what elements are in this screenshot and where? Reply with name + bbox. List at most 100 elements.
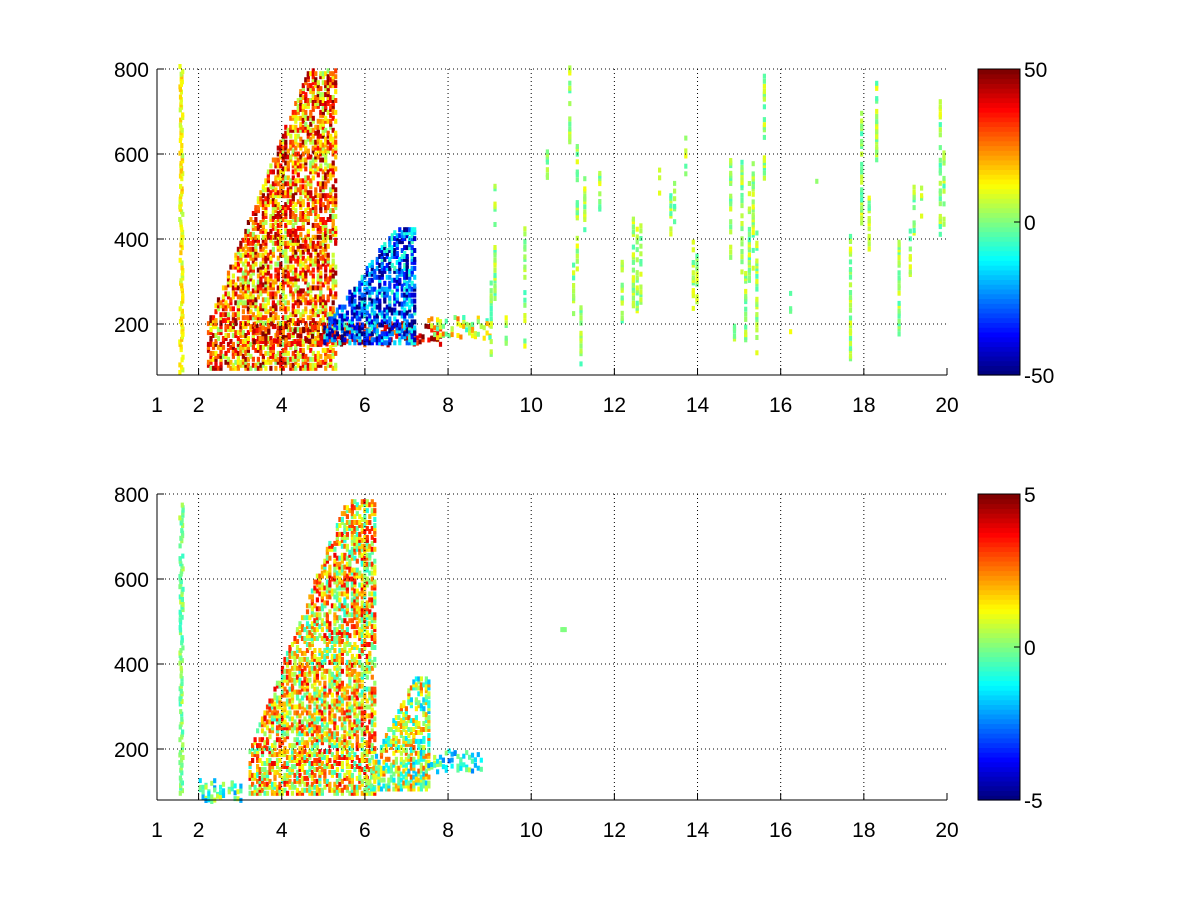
heatmap-cell [321, 175, 325, 181]
heatmap-cell [298, 719, 302, 725]
heatmap-cell [388, 268, 392, 274]
heatmap-cell [348, 710, 352, 716]
heatmap-cell [300, 624, 305, 630]
heatmap-cell [291, 333, 295, 338]
heatmap-cell [398, 262, 402, 268]
heatmap-cell [226, 347, 231, 353]
heatmap-cell [264, 240, 268, 246]
colorbar-segment [978, 174, 1020, 180]
heatmap-cell [383, 295, 387, 301]
heatmap-cell [309, 163, 313, 169]
heatmap-cell [579, 310, 583, 316]
heatmap-cell [309, 139, 313, 145]
heatmap-cell [299, 187, 303, 193]
heatmap-cell [266, 187, 270, 193]
heatmap-cell [328, 683, 332, 689]
heatmap-cell [304, 208, 308, 214]
heatmap-cell [747, 181, 751, 186]
heatmap-cell [319, 148, 323, 154]
heatmap-cell [323, 707, 327, 713]
heatmap-cell [281, 270, 285, 276]
heatmap-cell [875, 129, 879, 135]
heatmap-cell [383, 289, 387, 295]
heatmap-cell [206, 347, 211, 353]
heatmap-cell [290, 704, 295, 710]
heatmap-cell [296, 109, 300, 115]
heatmap-cell [398, 340, 402, 346]
heatmap-cell [299, 196, 303, 202]
heatmap-cell [319, 340, 323, 346]
heatmap-cell [303, 755, 307, 760]
heatmap-cell [358, 295, 362, 301]
heatmap-cell [310, 695, 314, 701]
heatmap-cell [241, 300, 245, 306]
colorbar-segment [978, 188, 1020, 194]
heatmap-cell [375, 304, 379, 310]
heatmap-cell [350, 546, 354, 552]
heatmap-cell [320, 769, 324, 775]
heatmap-cell [306, 154, 310, 160]
heatmap-cell [268, 701, 272, 707]
heatmap-cell [747, 244, 751, 250]
heatmap-cell [305, 683, 310, 689]
heatmap-cell [248, 775, 252, 781]
heatmap-cell [365, 337, 369, 343]
heatmap-cell [310, 713, 314, 719]
heatmap-cell [348, 713, 352, 719]
heatmap-cell [311, 303, 315, 309]
heatmap-cell [348, 549, 352, 555]
heatmap-cell [370, 322, 374, 328]
heatmap-cell [311, 86, 315, 92]
heatmap-cell [249, 255, 253, 261]
heatmap-cell [310, 772, 314, 778]
heatmap-cell [301, 222, 305, 228]
heatmap-cell [286, 306, 290, 312]
heatmap-cell [329, 288, 333, 294]
heatmap-cell [279, 214, 283, 219]
heatmap-cell [256, 222, 260, 228]
heatmap-cell [241, 344, 245, 350]
heatmap-cell [276, 172, 280, 178]
heatmap-cell [329, 133, 333, 139]
heatmap-cell [264, 214, 268, 219]
heatmap-cell [231, 264, 235, 270]
heatmap-cell [304, 273, 308, 279]
heatmap-cell [350, 549, 354, 555]
heatmap-cell [273, 713, 277, 719]
heatmap-cell [309, 258, 313, 264]
heatmap-cell [314, 211, 318, 216]
heatmap-cell [631, 303, 635, 309]
heatmap-cell [319, 101, 323, 106]
heatmap-cell [370, 319, 374, 325]
heatmap-cell [747, 226, 751, 232]
heatmap-cell [321, 347, 325, 353]
heatmap-cell [293, 758, 297, 763]
heatmap-cell [751, 230, 755, 235]
heatmap-cell [575, 146, 579, 152]
heatmap-cell [284, 350, 288, 356]
heatmap-cell [294, 101, 298, 106]
heatmap-cell [306, 365, 310, 371]
heatmap-cell [353, 313, 357, 319]
colorbar-segment [978, 293, 1020, 300]
heatmap-cell [270, 725, 275, 731]
heatmap-cell [405, 259, 409, 265]
heatmap-cell [241, 252, 245, 258]
heatmap-cell [304, 184, 308, 190]
heatmap-cell [373, 301, 377, 307]
heatmap-cell [178, 617, 182, 623]
heatmap-cell [328, 582, 332, 588]
heatmap-cell [413, 248, 417, 253]
heatmap-cell [244, 294, 248, 300]
heatmap-cell [236, 261, 240, 267]
heatmap-cell [284, 344, 288, 350]
heatmap-cell [370, 271, 374, 277]
heatmap-cell [299, 270, 303, 276]
heatmap-cell [875, 149, 879, 155]
heatmap-cell [324, 193, 328, 199]
heatmap-cell [284, 249, 288, 255]
heatmap-cell [310, 734, 314, 740]
heatmap-cell [403, 280, 407, 286]
heatmap-cell [342, 340, 347, 346]
